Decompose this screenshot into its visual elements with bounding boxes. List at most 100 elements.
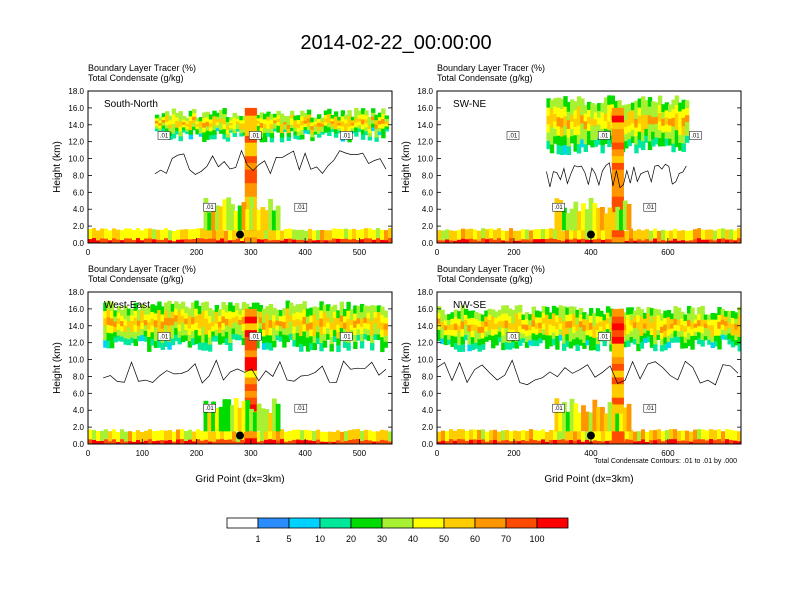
contour-label-text: .01	[297, 205, 306, 211]
panel-label: South-North	[104, 99, 158, 110]
panel-title-line2: Total Condensate (g/kg)	[437, 73, 533, 83]
y-tick-label: 4.0	[422, 205, 434, 214]
y-tick-label: 12.0	[417, 339, 433, 348]
condensate-contour	[103, 359, 387, 384]
contour-label: .01	[203, 202, 216, 212]
y-tick-label: 14.0	[417, 121, 433, 130]
colorbar-label: 30	[377, 534, 387, 544]
x-tick-label: 100	[136, 449, 150, 458]
y-tick-label: 14.0	[68, 121, 84, 130]
y-tick-label: 4.0	[73, 406, 85, 415]
tracer-field	[437, 95, 741, 243]
x-tick-label: 200	[507, 248, 521, 257]
x-tick-label: 500	[353, 449, 367, 458]
contour-label: .01	[203, 403, 216, 413]
y-tick-label: 8.0	[73, 171, 85, 180]
panel-label: West-East	[104, 300, 150, 311]
contour-label: .01	[157, 131, 171, 140]
contour-label-text: .01	[691, 133, 700, 139]
contour-label: .01	[340, 131, 353, 140]
y-axis-label: Height (km)	[52, 342, 63, 394]
colorbar-label: 10	[315, 534, 325, 544]
colorbar-label: 1	[255, 534, 260, 544]
contour-label-text: .01	[342, 133, 351, 139]
y-axis-label: Height (km)	[401, 342, 412, 394]
contour-label: .01	[294, 403, 308, 413]
x-tick-label: 300	[244, 449, 258, 458]
y-tick-label: 16.0	[417, 305, 433, 314]
x-tick-label: 500	[353, 248, 367, 257]
colorbar-swatch	[350, 517, 383, 529]
colorbar-swatch	[412, 517, 445, 529]
colorbar-label: 40	[408, 534, 418, 544]
y-tick-label: 14.0	[68, 322, 84, 331]
colorbar-label: 70	[501, 534, 511, 544]
contour-label: .01	[506, 332, 520, 341]
y-axis-label: Height (km)	[401, 141, 412, 193]
contour-label-text: .01	[509, 133, 518, 139]
colorbar-label: 100	[529, 534, 544, 544]
tracer-field	[88, 107, 392, 243]
y-tick-label: 14.0	[417, 322, 433, 331]
x-tick-label: 400	[298, 248, 312, 257]
colorbar-label: 20	[346, 534, 356, 544]
x-tick-label: 300	[244, 248, 258, 257]
panel-label: SW-NE	[453, 99, 486, 110]
x-tick-label: 600	[661, 449, 675, 458]
x-tick-label: 400	[584, 449, 598, 458]
location-marker	[236, 230, 244, 239]
y-tick-label: 8.0	[73, 372, 85, 381]
condensate-contour	[546, 162, 687, 189]
colorbar-swatch	[505, 517, 538, 529]
colorbar-swatch	[536, 517, 569, 529]
y-tick-label: 6.0	[422, 389, 434, 398]
panel-title-line2: Total Condensate (g/kg)	[88, 274, 184, 284]
contour-label-text: .01	[160, 334, 169, 340]
contour-label-text: .01	[600, 133, 609, 139]
x-tick-label: 0	[435, 248, 440, 257]
x-tick-label: 0	[86, 449, 91, 458]
panel-title-line2: Total Condensate (g/kg)	[88, 73, 184, 83]
contour-label-text: .01	[646, 406, 655, 412]
contour-label: .01	[506, 131, 520, 140]
y-tick-label: 16.0	[417, 104, 433, 113]
contour-label-text: .01	[554, 406, 563, 412]
contour-label-text: .01	[509, 334, 518, 340]
y-tick-label: 12.0	[68, 138, 84, 147]
y-tick-label: 12.0	[417, 138, 433, 147]
panel-title-line1: Boundary Layer Tracer (%)	[88, 264, 196, 274]
colorbar: 1 5 10 20 30 40 50 60 70 100	[226, 517, 569, 544]
contour-label-text: .01	[205, 406, 214, 412]
contour-label-text: .01	[251, 334, 260, 340]
colorbar-swatch	[443, 517, 476, 529]
y-tick-label: 18.0	[417, 288, 433, 297]
colorbar-label: 5	[286, 534, 291, 544]
plot-frame	[436, 90, 742, 244]
plot-frame	[87, 90, 393, 244]
y-axis-label: Height (km)	[52, 141, 63, 193]
contour-label-text: .01	[342, 334, 351, 340]
y-tick-label: 10.0	[68, 356, 84, 365]
contour-footnote: Total Condensate Contours: .01 to .01 by…	[594, 458, 737, 465]
y-tick-label: 4.0	[73, 205, 85, 214]
y-tick-label: 10.0	[417, 155, 433, 164]
main-title: 2014-02-22_00:00:00	[300, 32, 492, 54]
colorbar-swatch	[257, 517, 290, 529]
panel-title-line1: Boundary Layer Tracer (%)	[88, 63, 196, 73]
colorbar-swatch	[319, 517, 352, 529]
panel-title-line2: Total Condensate (g/kg)	[437, 274, 533, 284]
x-tick-label: 200	[190, 248, 204, 257]
contour-label-text: .01	[600, 334, 609, 340]
x-tick-label: 0	[86, 248, 91, 257]
y-tick-label: 0.0	[73, 440, 85, 449]
tracer-field	[437, 304, 741, 444]
contour-label: .01	[643, 403, 657, 413]
condensate-contour	[437, 359, 739, 386]
contour-label-text: .01	[160, 133, 169, 139]
contour-label: .01	[643, 202, 657, 212]
chart-panel-4: Boundary Layer Tracer (%)Total Condensat…	[401, 264, 742, 485]
y-tick-label: 4.0	[422, 406, 434, 415]
location-marker	[236, 431, 244, 440]
colorbar-swatch	[226, 517, 259, 529]
